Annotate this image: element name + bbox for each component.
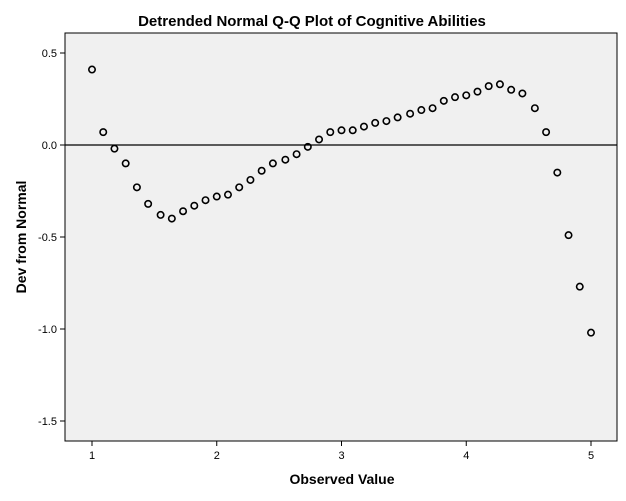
x-axis-title: Observed Value <box>289 471 394 487</box>
data-point <box>439 96 448 105</box>
data-point <box>268 159 277 168</box>
data-point <box>518 89 527 98</box>
y-tick-label: 0.5 <box>42 48 57 60</box>
data-point <box>88 65 97 74</box>
y-tick-label: -1.5 <box>38 416 57 428</box>
data-point <box>132 183 141 192</box>
data-point <box>190 201 199 210</box>
chart-title: Detrended Normal Q-Q Plot of Cognitive A… <box>138 13 486 30</box>
data-points <box>88 65 595 337</box>
data-point <box>406 109 415 118</box>
data-point <box>281 155 290 164</box>
data-point <box>507 85 516 94</box>
data-point <box>553 168 562 177</box>
data-point <box>382 117 391 126</box>
data-point <box>99 128 108 137</box>
data-point <box>144 199 153 208</box>
data-point <box>315 135 324 144</box>
data-point <box>201 196 210 205</box>
data-point <box>223 190 232 199</box>
data-point <box>292 150 301 159</box>
y-tick-label: -1.0 <box>38 324 57 336</box>
y-axis-title: Dev from Normal <box>13 181 29 294</box>
data-point <box>473 87 482 96</box>
data-point <box>303 142 312 151</box>
data-point <box>110 144 119 153</box>
x-tick-label: 5 <box>588 450 594 462</box>
data-point <box>246 175 255 184</box>
data-point <box>235 183 244 192</box>
data-point <box>586 328 595 337</box>
data-point <box>337 126 346 135</box>
data-point <box>451 93 460 102</box>
x-tick-label: 1 <box>89 450 95 462</box>
data-point <box>542 128 551 137</box>
data-point <box>167 214 176 223</box>
x-tick-label: 3 <box>338 450 344 462</box>
data-point <box>348 126 357 135</box>
data-point <box>212 192 221 201</box>
data-point <box>417 106 426 115</box>
data-point <box>393 113 402 122</box>
x-axis: 1 2 3 4 5 <box>89 441 594 462</box>
data-point <box>257 166 266 175</box>
data-point <box>564 231 573 240</box>
data-point <box>530 104 539 113</box>
y-tick-label: -0.5 <box>38 232 57 244</box>
data-point <box>179 207 188 216</box>
data-point <box>359 122 368 131</box>
data-point <box>371 118 380 127</box>
data-point <box>484 82 493 91</box>
data-point <box>462 91 471 100</box>
data-point <box>326 128 335 137</box>
plot-area <box>64 32 618 442</box>
data-point <box>428 104 437 113</box>
x-tick-label: 2 <box>214 450 220 462</box>
y-axis: 0.5 0.0 -0.5 -1.0 -1.5 <box>38 48 65 428</box>
y-tick-label: 0.0 <box>42 140 57 152</box>
data-point <box>575 282 584 291</box>
data-point <box>495 80 504 89</box>
data-point <box>121 159 130 168</box>
x-tick-label: 4 <box>463 450 469 462</box>
data-point <box>156 210 165 219</box>
